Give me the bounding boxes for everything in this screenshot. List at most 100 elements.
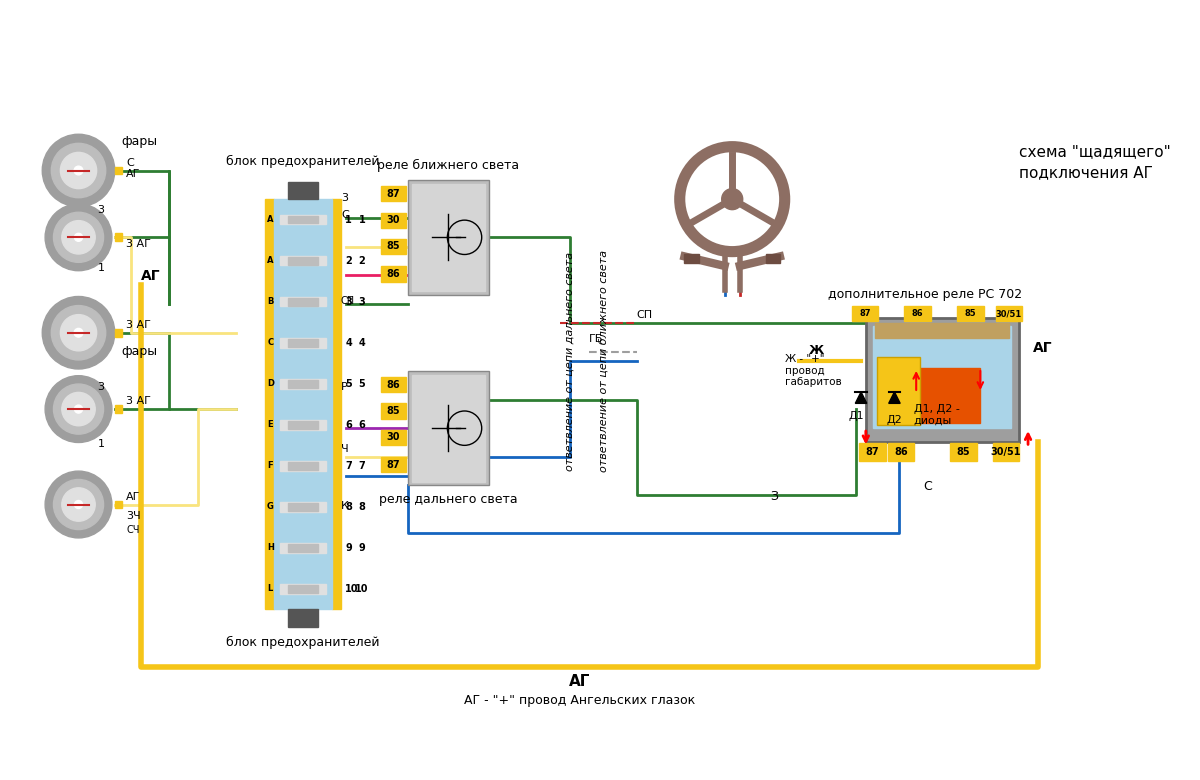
Bar	[331, 199, 341, 609]
Text: 3: 3	[97, 205, 104, 215]
Text: C: C	[268, 339, 274, 347]
Bar	[949, 444, 977, 461]
Circle shape	[52, 144, 106, 197]
Text: 3Ч: 3Ч	[126, 511, 140, 521]
Bar	[382, 266, 406, 282]
Text: 3: 3	[346, 296, 352, 307]
Bar	[877, 357, 920, 425]
Bar	[382, 457, 406, 473]
Bar	[115, 406, 122, 413]
Text: реле дальнего света: реле дальнего света	[378, 493, 517, 506]
Text: Ж: Ж	[809, 344, 824, 356]
Text: фары: фары	[121, 136, 157, 148]
Text: 85: 85	[386, 406, 401, 416]
Text: 5: 5	[359, 379, 365, 388]
Text: 3 АГ: 3 АГ	[126, 239, 151, 249]
Text: 87: 87	[386, 189, 401, 199]
Circle shape	[46, 471, 112, 538]
Text: 8: 8	[359, 502, 365, 512]
Bar	[115, 329, 122, 336]
Bar	[288, 339, 318, 346]
Bar	[382, 403, 406, 419]
Text: СП: СП	[637, 310, 653, 321]
Bar	[408, 180, 488, 295]
Text: С: С	[923, 480, 932, 493]
Text: 85: 85	[965, 309, 977, 318]
Bar	[958, 306, 984, 321]
Text: 3 АГ: 3 АГ	[126, 320, 151, 330]
Text: 30/51: 30/51	[991, 447, 1021, 457]
Circle shape	[62, 488, 95, 521]
Circle shape	[74, 501, 83, 509]
Text: 1: 1	[97, 439, 104, 449]
Text: реле ближнего света: реле ближнего света	[377, 159, 518, 172]
Circle shape	[42, 296, 115, 369]
Bar	[852, 306, 878, 321]
Circle shape	[74, 166, 83, 175]
Text: Д2: Д2	[887, 416, 902, 425]
Text: 86: 86	[386, 380, 401, 390]
Bar	[408, 371, 488, 485]
Text: F: F	[268, 461, 274, 470]
Bar	[288, 609, 318, 626]
Bar	[888, 444, 914, 461]
Bar	[684, 254, 698, 263]
Bar	[115, 233, 122, 241]
Circle shape	[74, 405, 83, 413]
Text: 4: 4	[359, 338, 365, 348]
Text: 8: 8	[346, 502, 352, 512]
Bar	[859, 444, 886, 461]
Text: 6: 6	[359, 420, 365, 430]
Text: 87: 87	[865, 447, 880, 457]
Text: 3: 3	[341, 193, 348, 203]
Text: Д1: Д1	[848, 410, 864, 420]
Bar	[874, 326, 1010, 428]
Text: 1: 1	[359, 215, 365, 225]
Bar	[288, 462, 318, 470]
Text: блок предохранителей: блок предохранителей	[226, 636, 379, 650]
Bar	[288, 503, 318, 511]
Text: Ч: Ч	[341, 444, 348, 454]
Bar	[288, 182, 318, 199]
Circle shape	[62, 392, 95, 426]
Bar	[280, 256, 325, 265]
Text: К: К	[341, 502, 349, 511]
Circle shape	[74, 233, 83, 241]
Text: СП: СП	[341, 296, 355, 306]
Bar	[875, 323, 1009, 338]
Text: 5: 5	[346, 379, 352, 388]
Text: A: A	[268, 215, 274, 224]
Text: 4: 4	[346, 338, 352, 348]
Text: АГ: АГ	[140, 269, 160, 283]
Circle shape	[721, 189, 743, 210]
Text: подключения АГ: подключения АГ	[1019, 165, 1152, 180]
Text: Р: Р	[341, 382, 348, 392]
Bar	[280, 420, 325, 430]
Circle shape	[46, 376, 112, 442]
Bar	[280, 584, 325, 594]
Polygon shape	[889, 392, 900, 403]
Circle shape	[42, 134, 115, 207]
Bar	[382, 430, 406, 445]
Bar	[280, 502, 325, 512]
Bar	[996, 306, 1022, 321]
Text: 30/51: 30/51	[996, 309, 1022, 318]
Text: 9: 9	[346, 543, 352, 553]
Bar	[288, 298, 318, 306]
Text: 6: 6	[346, 420, 352, 430]
Circle shape	[62, 221, 95, 254]
Bar	[280, 215, 325, 225]
Text: ответвление от цепи дальнего света: ответвление от цепи дальнего света	[565, 252, 575, 471]
Text: 85: 85	[956, 447, 970, 457]
Bar	[904, 306, 931, 321]
Text: С: С	[341, 211, 349, 220]
Text: Д1, Д2 -
диоды: Д1, Д2 - диоды	[913, 404, 960, 425]
Text: АГ - "+" провод Ангельских глазок: АГ - "+" провод Ангельских глазок	[464, 693, 695, 707]
Bar	[382, 239, 406, 254]
Text: G: G	[266, 502, 274, 512]
Text: D: D	[266, 379, 274, 388]
Bar	[288, 421, 318, 429]
Text: ответвление от цепи ближнего света: ответвление от цепи ближнего света	[599, 250, 608, 473]
Circle shape	[54, 384, 103, 434]
Bar	[115, 167, 122, 174]
